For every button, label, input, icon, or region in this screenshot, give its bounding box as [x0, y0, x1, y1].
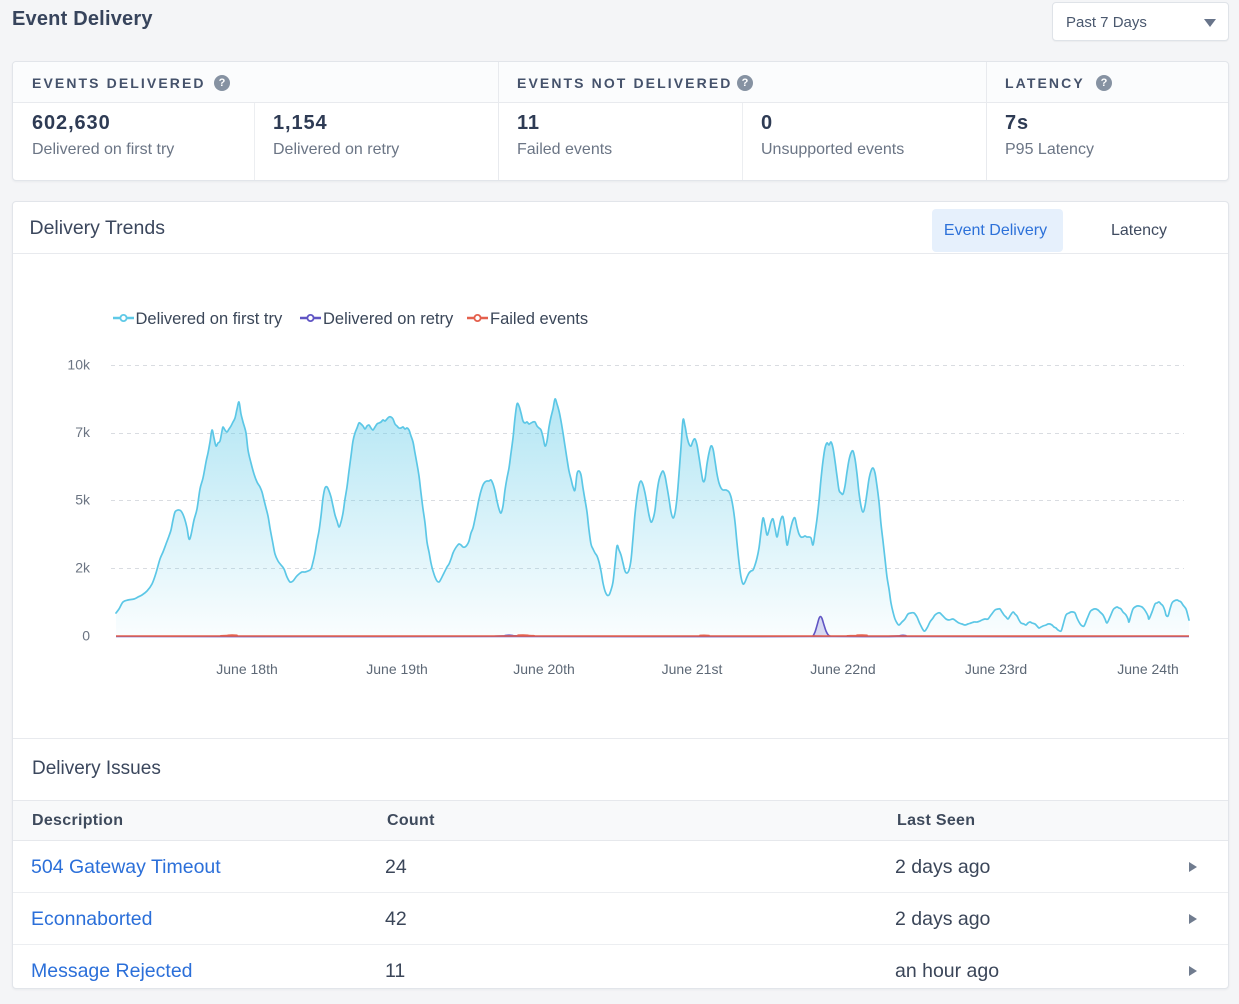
svg-text:7k: 7k	[75, 424, 91, 440]
svg-text:June 20th: June 20th	[513, 661, 575, 677]
svg-text:Failed events: Failed events	[490, 310, 588, 328]
svg-text:Delivered on retry: Delivered on retry	[323, 310, 454, 328]
svg-text:June 22nd: June 22nd	[810, 661, 875, 677]
svg-text:0: 0	[82, 628, 90, 644]
svg-text:June 24th: June 24th	[1117, 661, 1179, 677]
svg-text:5k: 5k	[75, 492, 91, 508]
svg-text:June 19th: June 19th	[366, 661, 428, 677]
svg-text:10k: 10k	[67, 357, 91, 373]
svg-text:2k: 2k	[75, 560, 91, 576]
svg-text:June 18th: June 18th	[216, 661, 278, 677]
svg-text:Delivered on first try: Delivered on first try	[136, 310, 283, 328]
svg-text:June 21st: June 21st	[662, 661, 723, 677]
svg-text:June 23rd: June 23rd	[965, 661, 1027, 677]
